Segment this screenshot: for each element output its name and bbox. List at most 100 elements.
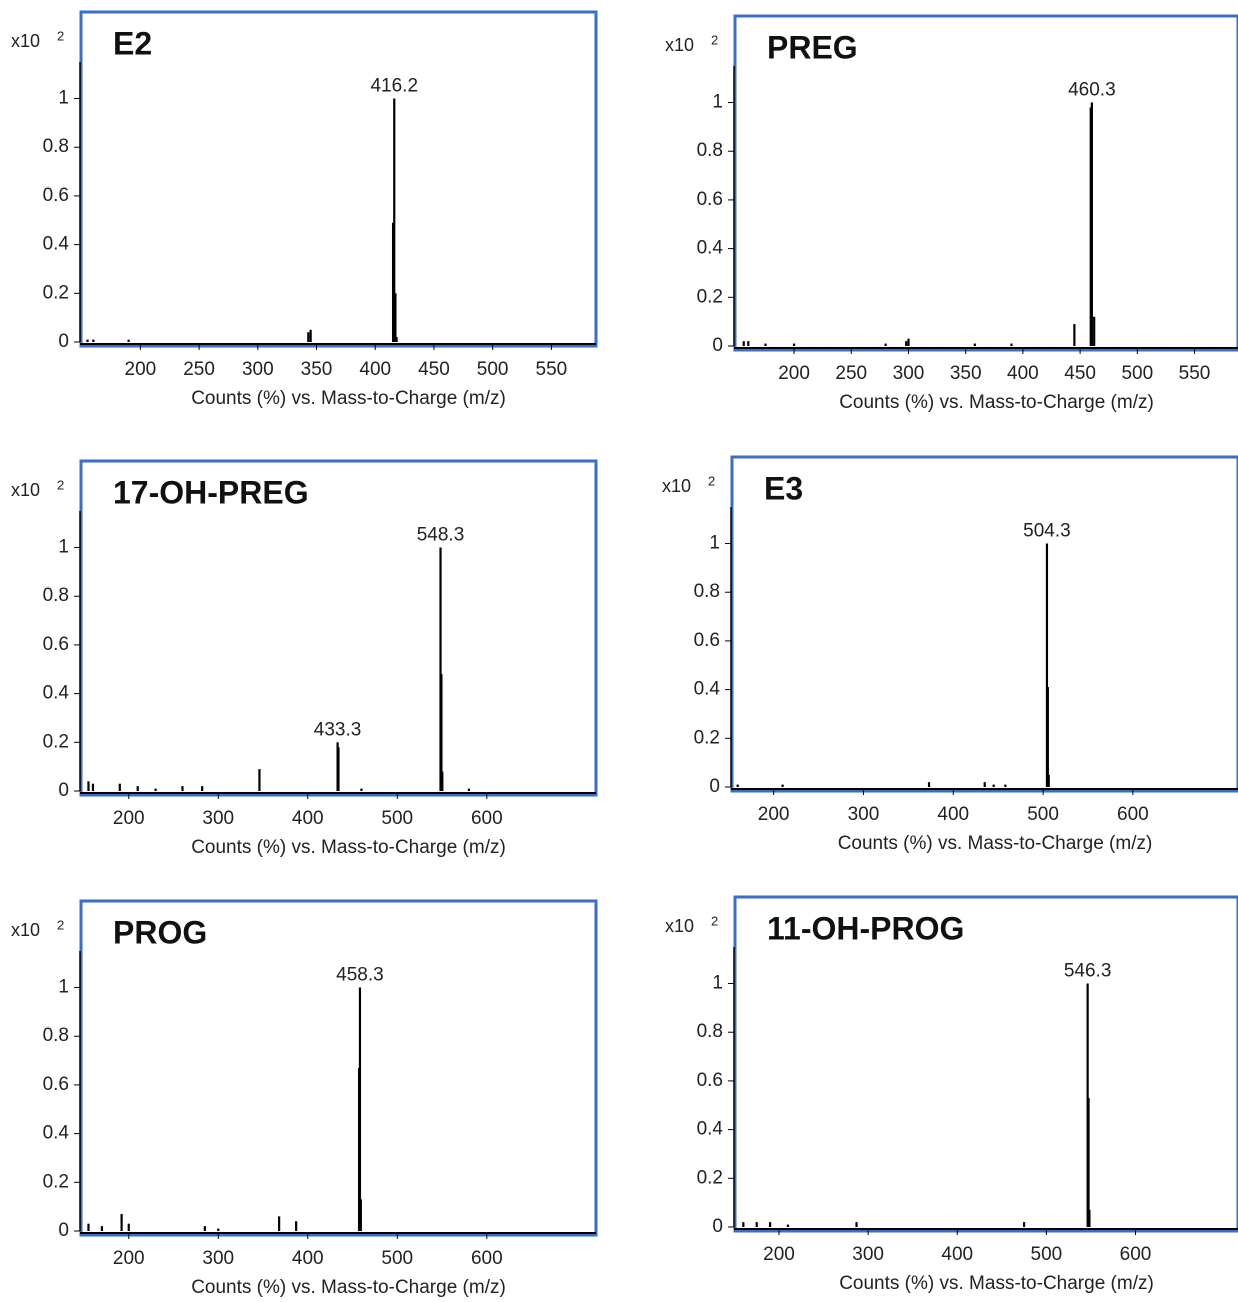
y-scale-label: x10 — [662, 476, 691, 496]
x-tick-label: 250 — [183, 359, 215, 380]
x-tick-label: 400 — [937, 804, 969, 825]
x-tick-label: 300 — [848, 804, 880, 825]
panel-title: E3 — [764, 470, 803, 506]
y-tick-label: 0.2 — [43, 731, 69, 752]
y-scale-exponent: 2 — [57, 477, 64, 492]
y-tick-label: 0.6 — [43, 1074, 69, 1095]
y-scale-label: x10 — [11, 480, 40, 500]
x-tick-label: 300 — [242, 359, 274, 380]
x-tick-label: 400 — [359, 359, 391, 380]
x-tick-label: 250 — [835, 363, 867, 384]
panel-title: E2 — [113, 25, 152, 61]
peak-label: 458.3 — [336, 965, 384, 986]
x-tick-label: 200 — [778, 363, 810, 384]
x-tick-label: 300 — [202, 808, 234, 829]
spectrum-panel: PREG x10 2 0 0.2 0.4 0.6 0.8 1 200 250 300 350 400 450… — [665, 14, 1238, 413]
y-tick-label: 0.4 — [697, 238, 724, 259]
y-tick-label: 1 — [58, 977, 69, 998]
x-tick-label: 200 — [758, 804, 790, 825]
y-tick-label: 0.8 — [43, 1025, 69, 1046]
y-scale-exponent: 2 — [57, 917, 64, 932]
x-axis-label: Counts (%) vs. Mass-to-Charge (m/z) — [839, 392, 1154, 413]
x-tick-label: 300 — [852, 1244, 884, 1265]
peak-label: 504.3 — [1023, 521, 1071, 542]
y-scale-exponent: 2 — [708, 473, 715, 488]
y-tick-label: 0.2 — [697, 286, 723, 307]
y-scale-exponent: 2 — [711, 32, 718, 47]
x-axis-label: Counts (%) vs. Mass-to-Charge (m/z) — [191, 1277, 506, 1298]
x-tick-label: 600 — [1120, 1244, 1152, 1265]
peak-label: 546.3 — [1064, 961, 1112, 982]
y-tick-label: 0.4 — [43, 683, 70, 704]
peak-label: 548.3 — [417, 525, 465, 546]
y-tick-label: 0.4 — [694, 679, 721, 700]
x-tick-label: 400 — [292, 808, 324, 829]
x-tick-label: 600 — [1117, 804, 1149, 825]
x-tick-label: 450 — [1064, 363, 1096, 384]
y-tick-label: 0.2 — [43, 282, 69, 303]
x-tick-label: 200 — [763, 1244, 795, 1265]
x-tick-label: 300 — [202, 1248, 234, 1269]
x-tick-label: 400 — [292, 1248, 324, 1269]
x-tick-label: 500 — [477, 359, 509, 380]
panel-frame — [79, 899, 598, 1237]
x-tick-label: 500 — [381, 808, 413, 829]
panel-frame — [733, 14, 1238, 352]
y-scale-label: x10 — [11, 920, 40, 940]
panel-frame — [733, 895, 1238, 1233]
y-tick-label: 0.6 — [43, 185, 69, 206]
spectrum-panel: E2 x10 2 0 0.2 0.4 0.6 0.8 1 200 250 300 350 400 450 50… — [11, 10, 598, 409]
spectrum-panel: 17-OH-PREG x10 2 0 0.2 0.4 0.6 0.8 1 200 300 400 500… — [11, 459, 598, 858]
x-tick-label: 400 — [941, 1244, 973, 1265]
y-tick-label: 0 — [712, 335, 723, 356]
y-scale-exponent: 2 — [57, 28, 64, 43]
y-tick-label: 0.2 — [43, 1171, 69, 1192]
panel-frame — [79, 459, 598, 797]
peak-label: 416.2 — [370, 76, 418, 97]
y-tick-label: 0.4 — [43, 1123, 70, 1144]
y-tick-label: 0.2 — [694, 727, 720, 748]
panel-frame — [79, 10, 598, 348]
panel-title: 17-OH-PREG — [113, 474, 309, 510]
y-scale-label: x10 — [665, 35, 694, 55]
x-tick-label: 350 — [301, 359, 333, 380]
y-tick-label: 0.8 — [43, 136, 69, 157]
spectrum-panel: E3 x10 2 0 0.2 0.4 0.6 0.8 1 200 300 400 500 600 Count… — [662, 455, 1238, 854]
peak-label: 460.3 — [1068, 80, 1116, 101]
x-tick-label: 600 — [471, 808, 503, 829]
x-tick-label: 450 — [418, 359, 450, 380]
y-tick-label: 0.4 — [43, 234, 70, 255]
x-tick-label: 200 — [125, 359, 157, 380]
y-tick-label: 1 — [712, 973, 723, 994]
y-tick-label: 0 — [58, 780, 69, 801]
y-tick-label: 0.8 — [694, 581, 720, 602]
y-tick-label: 0.6 — [694, 630, 720, 651]
y-tick-label: 0 — [712, 1216, 723, 1237]
y-scale-label: x10 — [665, 916, 694, 936]
x-axis-label: Counts (%) vs. Mass-to-Charge (m/z) — [839, 1273, 1154, 1294]
x-tick-label: 500 — [1027, 804, 1059, 825]
y-tick-label: 1 — [712, 92, 723, 113]
panel-frame — [730, 455, 1238, 793]
x-axis-label: Counts (%) vs. Mass-to-Charge (m/z) — [838, 833, 1153, 854]
x-tick-label: 550 — [536, 359, 568, 380]
x-tick-label: 500 — [1031, 1244, 1063, 1265]
x-tick-label: 350 — [950, 363, 982, 384]
peak-label: 433.3 — [314, 719, 362, 740]
y-tick-label: 1 — [58, 537, 69, 558]
x-tick-label: 200 — [113, 1248, 145, 1269]
x-axis-label: Counts (%) vs. Mass-to-Charge (m/z) — [191, 388, 506, 409]
x-tick-label: 500 — [1121, 363, 1153, 384]
x-tick-label: 400 — [1007, 363, 1039, 384]
panel-title: 11-OH-PROG — [767, 910, 964, 946]
x-tick-label: 200 — [113, 808, 145, 829]
y-tick-label: 0.6 — [43, 634, 69, 655]
y-tick-label: 0.8 — [697, 1021, 723, 1042]
y-tick-label: 0.8 — [697, 140, 723, 161]
y-tick-label: 0.6 — [697, 1070, 723, 1091]
y-scale-label: x10 — [11, 31, 40, 51]
x-tick-label: 600 — [471, 1248, 503, 1269]
y-tick-label: 1 — [709, 533, 720, 554]
x-tick-label: 500 — [381, 1248, 413, 1269]
